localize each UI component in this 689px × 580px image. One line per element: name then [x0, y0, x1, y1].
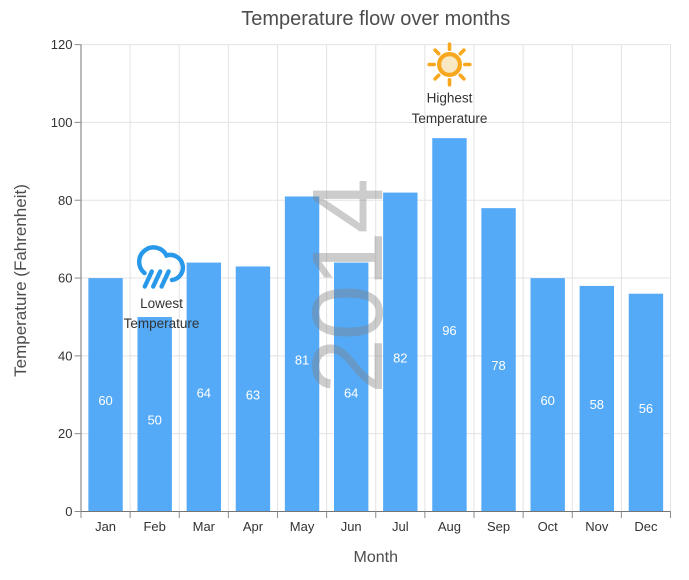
svg-text:Nov: Nov [585, 519, 609, 534]
svg-text:Temperature: Temperature [412, 111, 488, 126]
svg-text:50: 50 [147, 413, 161, 428]
svg-text:Month: Month [354, 549, 398, 566]
svg-text:0: 0 [65, 504, 72, 519]
svg-text:58: 58 [590, 397, 604, 412]
svg-text:81: 81 [295, 352, 309, 367]
svg-text:80: 80 [58, 193, 72, 208]
svg-text:Lowest: Lowest [140, 296, 183, 311]
svg-text:Jul: Jul [392, 519, 409, 534]
svg-text:63: 63 [246, 387, 260, 402]
svg-text:60: 60 [58, 271, 72, 286]
svg-text:82: 82 [393, 350, 407, 365]
svg-text:Temperature: Temperature [124, 316, 200, 331]
svg-text:120: 120 [51, 37, 73, 52]
svg-text:Highest: Highest [427, 91, 473, 106]
svg-text:May: May [290, 519, 315, 534]
svg-text:78: 78 [491, 358, 505, 373]
svg-text:2014: 2014 [292, 180, 404, 394]
svg-text:Oct: Oct [538, 519, 559, 534]
svg-text:Aug: Aug [438, 519, 461, 534]
svg-text:40: 40 [58, 348, 72, 363]
svg-text:Feb: Feb [143, 519, 165, 534]
svg-text:60: 60 [98, 393, 112, 408]
svg-text:Temperature flow over months: Temperature flow over months [241, 8, 510, 30]
svg-text:100: 100 [51, 115, 73, 130]
svg-text:64: 64 [344, 385, 358, 400]
svg-text:Apr: Apr [243, 519, 264, 534]
svg-text:Temperature (Fahrenheit): Temperature (Fahrenheit) [11, 184, 30, 377]
svg-text:64: 64 [197, 385, 211, 400]
svg-text:Mar: Mar [193, 519, 216, 534]
svg-text:60: 60 [540, 393, 554, 408]
svg-text:Sep: Sep [487, 519, 510, 534]
svg-text:56: 56 [639, 401, 653, 416]
svg-text:Jan: Jan [95, 519, 116, 534]
svg-text:Jun: Jun [341, 519, 362, 534]
svg-text:20: 20 [58, 426, 72, 441]
svg-text:96: 96 [442, 323, 456, 338]
svg-text:Dec: Dec [634, 519, 658, 534]
